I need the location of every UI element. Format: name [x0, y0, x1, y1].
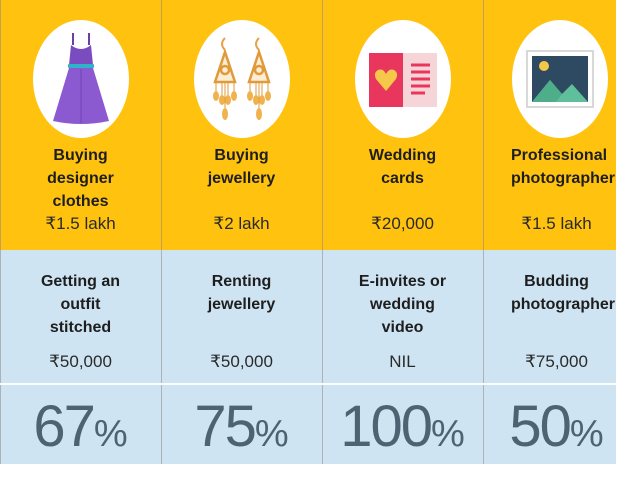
saving-percent: 75% — [194, 394, 289, 459]
saving-panel — [322, 383, 483, 486]
buy-label: Wedding cards — [368, 147, 437, 187]
alternative-price: ₹75,000 — [525, 352, 588, 371]
saving-percent: 100% — [340, 394, 465, 459]
alternative-panel — [322, 250, 483, 383]
saving-percent: 50% — [509, 394, 604, 459]
alternative-panel — [0, 250, 161, 383]
icon-circle — [33, 20, 129, 138]
column-clothes: Buying designer clothes ₹1.5 lakh Gettin… — [0, 0, 161, 486]
buy-label: Buying jewellery — [207, 147, 276, 187]
saving-percent: 67% — [33, 394, 128, 459]
column-photographer: Professional photographer ₹1.5 lakh Budd… — [483, 0, 630, 486]
column-wedding-cards: Wedding cards ₹20,000 E-invites or weddi… — [322, 0, 483, 486]
buy-price: ₹1.5 lakh — [521, 214, 592, 233]
saving-panel — [0, 383, 161, 486]
row-divider — [0, 383, 622, 385]
alternative-label: Renting jewellery — [207, 273, 276, 313]
buy-label: Buying designer clothes — [47, 147, 114, 210]
icon-circle — [194, 20, 290, 138]
alternative-price: ₹50,000 — [49, 352, 112, 371]
saving-panel — [483, 383, 630, 486]
buy-label: Professional photographer — [511, 147, 615, 187]
buy-price: ₹20,000 — [371, 214, 434, 233]
alternative-panel — [161, 250, 322, 383]
column-divider — [322, 0, 323, 464]
saving-panel — [161, 383, 322, 486]
icon-circle — [355, 20, 451, 138]
column-divider — [161, 0, 162, 464]
buy-price: ₹2 lakh — [213, 214, 270, 233]
wedding-card-icon — [369, 53, 437, 107]
alternative-label: Budding photographer — [511, 273, 615, 313]
icon-circle — [512, 20, 608, 138]
photo-icon — [526, 50, 594, 108]
dress-icon — [53, 33, 109, 124]
column-divider — [483, 0, 484, 464]
buy-price: ₹1.5 lakh — [45, 214, 116, 233]
alternative-label: Getting an outfit stitched — [40, 273, 121, 336]
column-jewellery: Buying jewellery ₹2 lakh Renting jewelle… — [161, 0, 322, 486]
alternative-price: NIL — [389, 352, 416, 371]
earrings-icon — [213, 37, 271, 120]
right-margin — [616, 0, 630, 464]
alternative-label: E-invites or wedding video — [358, 273, 447, 336]
alternative-panel — [483, 250, 630, 383]
column-divider — [0, 0, 1, 464]
alternative-price: ₹50,000 — [210, 352, 273, 371]
